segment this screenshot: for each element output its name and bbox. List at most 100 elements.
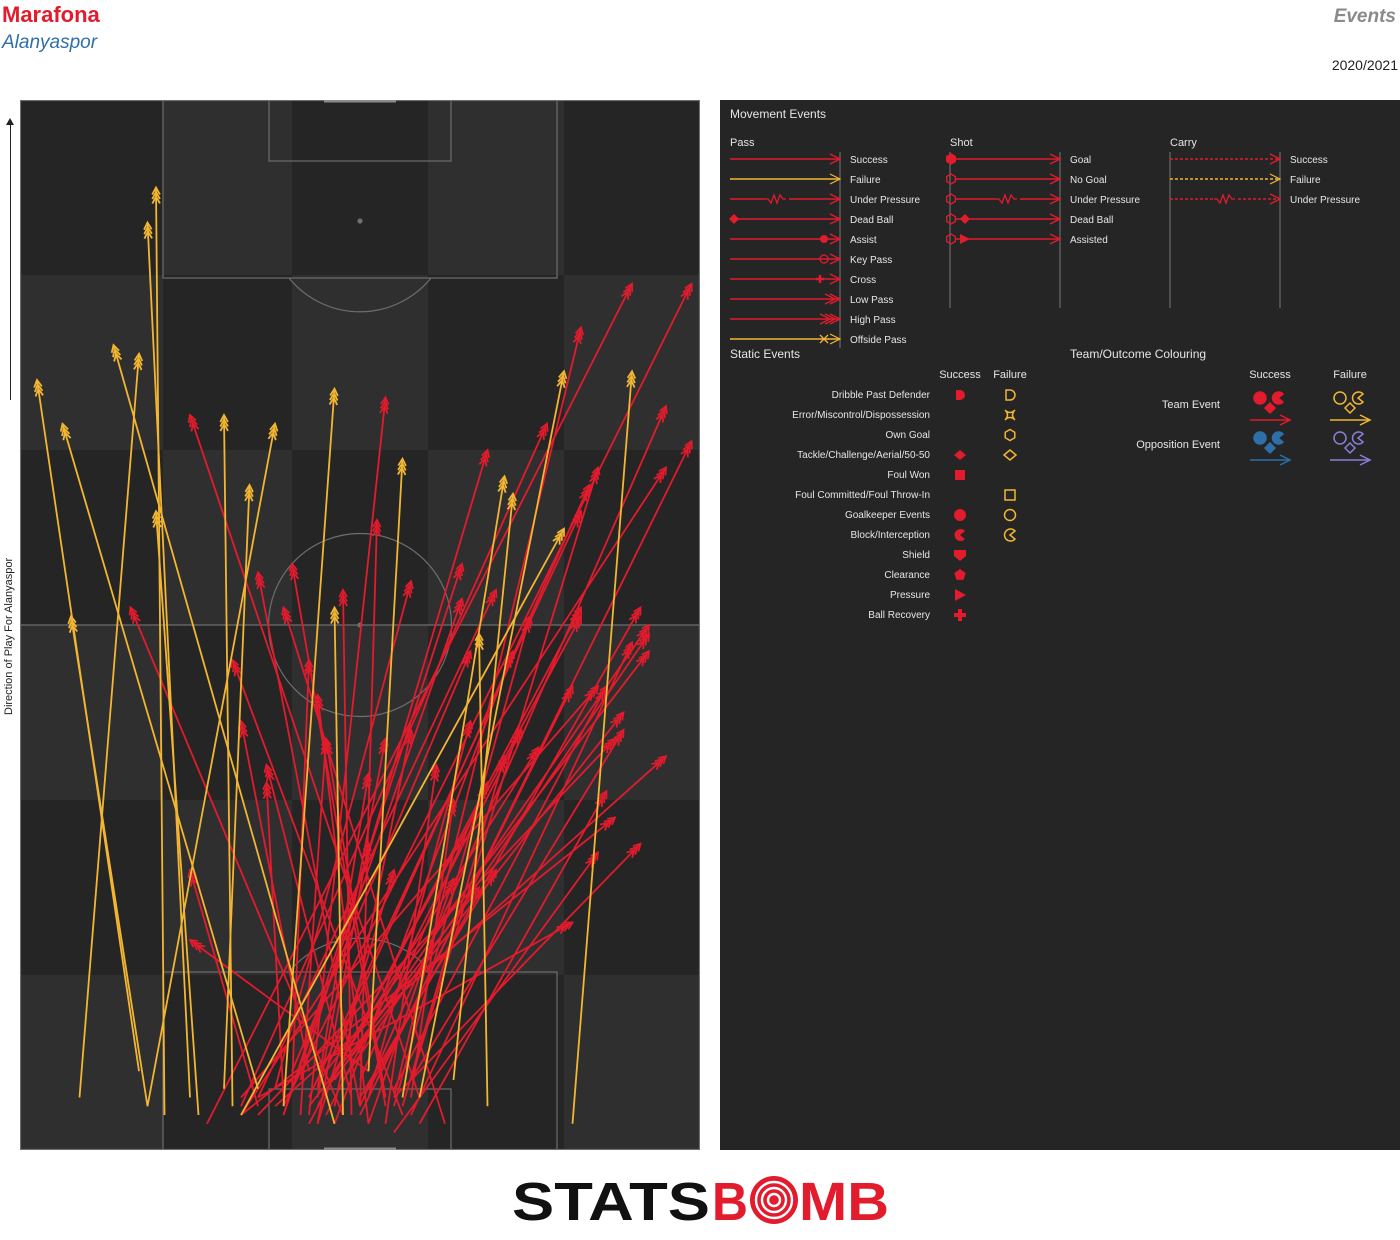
carry-legend-label: Under Pressure: [1290, 195, 1360, 206]
pitch-background: [20, 100, 700, 1150]
colour-swatch: [1330, 391, 1372, 426]
pitch-zone: [20, 275, 163, 450]
pass-legend-label: High Pass: [850, 315, 896, 326]
pass-arrow-failure: [59, 421, 259, 1090]
static-legend-label: Foul Committed/Foul Throw-In: [795, 490, 930, 501]
pass-legend-label: Key Pass: [850, 255, 892, 266]
opposition-event-label: Opposition Event: [1136, 439, 1220, 451]
pass-arrow-failure: [418, 369, 568, 1098]
static-legend-label: Error/Miscontrol/Dispossession: [792, 410, 930, 421]
pitch-zone: [564, 800, 700, 975]
pass-arrow-failure: [329, 605, 344, 1116]
pitch-zone: [564, 100, 700, 275]
static-legend-label: Pressure: [890, 590, 930, 601]
pitch-zone: [428, 100, 564, 275]
pass-arrow-success: [333, 728, 415, 1107]
pass-legend-row: Low Pass: [730, 293, 893, 306]
pass-arrow-success: [257, 921, 575, 1099]
shot-legend-row: Goal: [946, 153, 1091, 166]
static-legend-label: Goalkeeper Events: [845, 510, 930, 521]
pass-arrow-success: [325, 649, 651, 1072]
pass-arrow-failure: [67, 614, 149, 1107]
static-legend-label: Dribble Past Defender: [832, 390, 931, 401]
pitch-zone: [292, 450, 428, 625]
shot-legend-label: Under Pressure: [1070, 195, 1140, 206]
pitch-zone: [564, 275, 700, 450]
carry-legend-label: Success: [1290, 155, 1328, 166]
direction-of-play: Direction of Play For Alanyaspor: [1, 118, 19, 715]
top-penalty-arc: [288, 277, 432, 313]
pass-legend-label: Dead Ball: [850, 215, 893, 226]
colour-swatch: [1330, 431, 1372, 466]
static-legend-row: Tackle/Challenge/Aerial/50-50: [797, 449, 1018, 461]
top-penalty-area: [162, 100, 558, 279]
pass-arrow-success: [254, 570, 361, 1107]
pass-arrows: [33, 185, 693, 1134]
carry-legend-label: Failure: [1290, 175, 1321, 186]
colouring-title: Team/Outcome Colouring: [1070, 347, 1206, 361]
pass-arrow-success: [401, 754, 508, 1107]
pass-arrow-success: [257, 737, 617, 1116]
pass-arrow-failure: [143, 220, 191, 1098]
static-events-title: Static Events: [730, 347, 800, 361]
colour-swatch: [1250, 431, 1292, 466]
direction-label: Direction of Play For Alanyaspor: [3, 557, 15, 715]
static-legend-label: Block/Interception: [851, 530, 931, 541]
pitch-zone: [20, 625, 163, 800]
static-legend-row: Foul Committed/Foul Throw-In: [795, 489, 1016, 501]
pass-legend-row: Assist: [730, 233, 877, 246]
pass-arrow-success: [333, 623, 651, 1081]
logo-text-right: MB: [799, 1172, 889, 1228]
pitch-zone: [428, 975, 564, 1150]
shot-legend-row: No Goal: [946, 173, 1107, 186]
static-legend-row: Pressure: [890, 589, 966, 601]
movement-events-title: Movement Events: [730, 107, 826, 121]
pass-legend-row: Dead Ball: [729, 213, 893, 226]
static-legend-label: Ball Recovery: [868, 610, 930, 621]
pass-arrow-success: [410, 728, 625, 1081]
pitch-lines: [20, 100, 700, 1150]
pass-legend-row: Offside Pass: [730, 333, 907, 346]
shot-legend-label: Goal: [1070, 155, 1091, 166]
pass-arrow-success: [338, 588, 353, 1116]
pass-arrow-failure: [78, 351, 144, 1098]
pass-legend-label: Cross: [850, 275, 876, 286]
pass-arrow-success: [262, 780, 285, 1098]
shot-legend-label: Dead Ball: [1070, 215, 1113, 226]
pass-legend-label: Success: [850, 155, 888, 166]
pitch-zone: [20, 450, 163, 625]
pass-arrow-failure: [151, 185, 166, 1116]
season-label: 2020/2021: [1331, 57, 1398, 73]
pass-arrow-success: [263, 763, 353, 1098]
pass-arrow-success: [187, 868, 259, 1107]
colouring-failure-header: Failure: [1333, 369, 1367, 381]
pass-legend-label: Failure: [850, 175, 881, 186]
pass-arrow-failure: [282, 386, 339, 1107]
pass-arrow-success: [322, 736, 387, 1098]
static-legend-label: Shield: [902, 550, 930, 561]
carry-legend-row: Under Pressure: [1170, 193, 1360, 206]
top-penalty-spot: [357, 218, 363, 224]
colour-swatch: [1250, 391, 1292, 426]
static-legend-row: Ball Recovery: [868, 609, 966, 621]
pass-arrow-success: [359, 404, 668, 1107]
pass-legend-label: Assist: [850, 235, 877, 246]
static-legend-row: Block/Interception: [851, 528, 1017, 542]
shot-legend-row: Assisted: [946, 233, 1108, 246]
pass-arrow-success: [188, 938, 370, 1072]
pitch-zone: [428, 275, 564, 450]
static-legend-label: Tackle/Challenge/Aerial/50-50: [797, 450, 930, 461]
static-legend-row: Dribble Past Defender: [832, 389, 1016, 401]
pass-legend-row: High Pass: [730, 313, 896, 326]
static-legend-row: Goalkeeper Events: [845, 508, 1017, 522]
static-legend-row: Shield: [902, 550, 966, 561]
pass-legend-row: Key Pass: [730, 253, 892, 266]
bottom-penalty-area: [162, 971, 558, 1150]
pitch-zone: [163, 100, 292, 275]
pass-arrow-success: [384, 763, 441, 1124]
carry-legend-row: Failure: [1170, 173, 1321, 186]
shot-legend-row: Dead Ball: [946, 213, 1113, 226]
pass-arrow-failure: [146, 421, 279, 1107]
colouring-legend-marks: [1250, 391, 1372, 466]
logo-target-icon: [750, 1176, 798, 1224]
